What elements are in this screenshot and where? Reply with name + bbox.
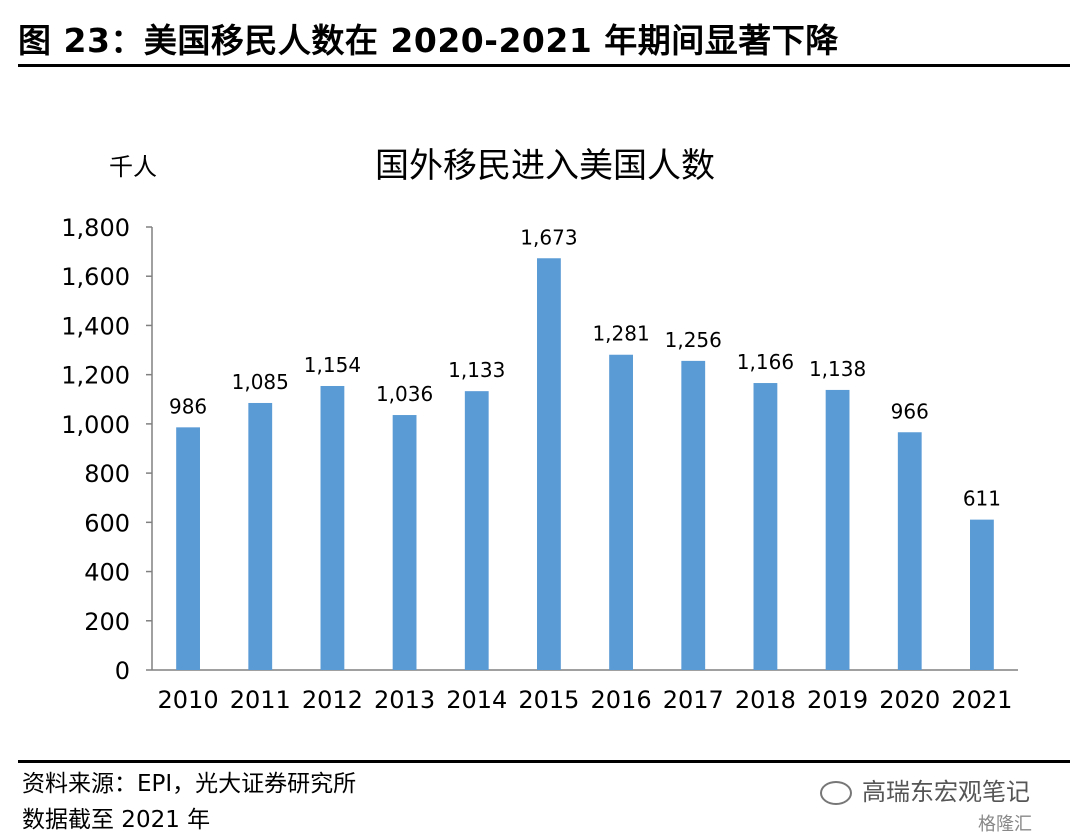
- bar-2011: [248, 402, 273, 670]
- bar-2016: [609, 354, 633, 670]
- y-axis: 0 200 400 600 800 1,000 1,200 1,400 1,600 1,800: [61, 214, 153, 685]
- bar-2013: [392, 415, 417, 670]
- y-tick-label: 1,400: [61, 312, 130, 340]
- bar-2014: [464, 391, 489, 670]
- data-label-2017: 1,256: [665, 328, 722, 352]
- y-tick-label: 800: [84, 460, 130, 488]
- wechat-icon: [820, 781, 852, 805]
- x-tick-label-2013: 2013: [374, 686, 435, 714]
- x-tick-label-2016: 2016: [591, 686, 652, 714]
- top-divider: [18, 64, 1070, 67]
- bar-2017: [681, 360, 706, 670]
- data-label-2021: 611: [963, 487, 1001, 511]
- data-date-note: 数据截至 2021 年: [22, 807, 211, 833]
- data-label-2016: 1,281: [592, 322, 649, 346]
- data-label-2018: 1,166: [737, 350, 794, 374]
- x-tick-label-2012: 2012: [302, 686, 363, 714]
- bar-2010: [176, 427, 200, 670]
- x-tick-label-2020: 2020: [879, 686, 940, 714]
- y-axis-unit: 千人: [109, 153, 157, 181]
- bars: 986 1,085 1,154 1,036 1,133 1,673 1,281 1,256 1,…: [169, 225, 1001, 670]
- watermark: 高瑞东宏观笔记: [820, 772, 1030, 807]
- data-label-2013: 1,036: [376, 382, 433, 406]
- x-tick-label-2019: 2019: [807, 686, 868, 714]
- watermark-text: 高瑞东宏观笔记: [862, 778, 1030, 806]
- x-tick-label-2015: 2015: [518, 686, 579, 714]
- y-tick-label: 200: [84, 608, 130, 636]
- watermark-sub: 格隆汇: [978, 814, 1032, 835]
- x-tick-label-2011: 2011: [230, 686, 291, 714]
- y-tick-label: 0: [115, 657, 130, 685]
- y-tick-label: 1,800: [61, 214, 130, 242]
- bar-2019: [825, 389, 850, 670]
- bar-2012: [320, 385, 345, 670]
- y-tick-label: 600: [84, 509, 130, 537]
- y-tick-label: 1,200: [61, 362, 130, 390]
- bottom-divider: [18, 760, 1070, 763]
- bar-chart: 国外移民进入美国人数 千人 0 200 400 600 800 1,000 1,200 1,4…: [61, 146, 1018, 714]
- x-tick-label-2021: 2021: [951, 686, 1012, 714]
- y-tick-label: 1,000: [61, 411, 130, 439]
- data-label-2015: 1,673: [520, 225, 577, 249]
- bar-2018: [753, 383, 778, 670]
- source-note: 资料来源：EPI，光大证券研究所: [22, 771, 357, 797]
- y-tick-label: 400: [84, 559, 130, 587]
- x-tick-label-2010: 2010: [158, 686, 219, 714]
- chart-title: 国外移民进入美国人数: [375, 146, 715, 186]
- figure-title: 图 23：美国移民人数在 2020-2021 年期间显著下降: [18, 21, 839, 60]
- bar-2020: [897, 432, 922, 670]
- data-label-2014: 1,133: [448, 358, 505, 382]
- data-label-2011: 1,085: [232, 370, 289, 394]
- x-tick-label-2017: 2017: [663, 686, 724, 714]
- x-tick-label-2014: 2014: [446, 686, 507, 714]
- data-label-2012: 1,154: [304, 353, 361, 377]
- data-label-2019: 1,138: [809, 357, 866, 381]
- data-label-2020: 966: [891, 399, 929, 423]
- x-axis: 2010 2011 2012 2013 2014 2015 2016 2017 2018 2019…: [152, 669, 1018, 714]
- y-tick-label: 1,600: [61, 263, 130, 291]
- x-tick-label-2018: 2018: [735, 686, 796, 714]
- bar-2021: [970, 519, 994, 670]
- data-label-2010: 986: [169, 394, 207, 418]
- bar-2015: [537, 258, 561, 670]
